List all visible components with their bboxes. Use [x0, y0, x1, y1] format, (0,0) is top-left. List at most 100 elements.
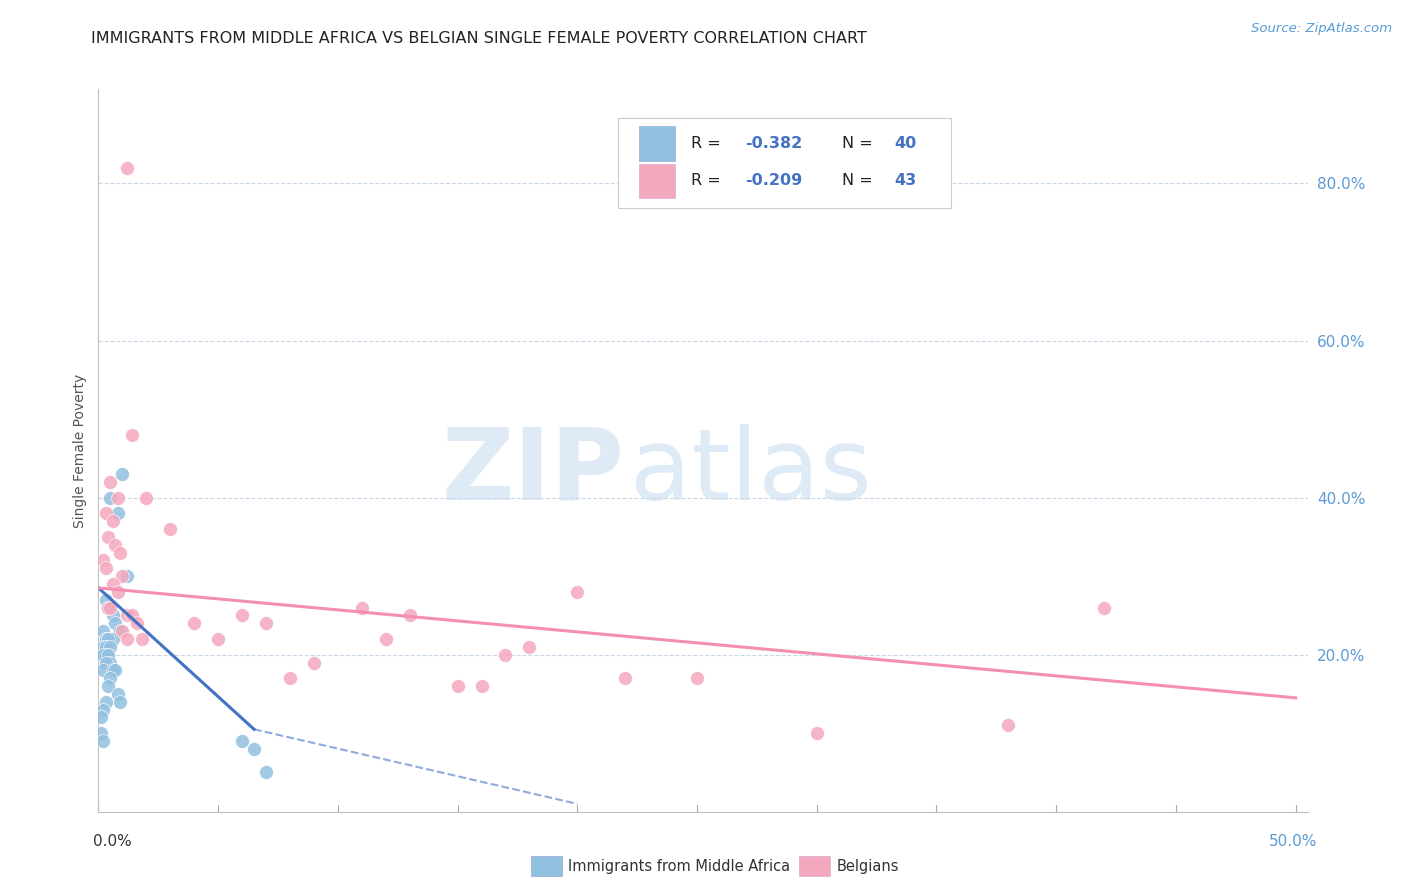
Point	[104, 616, 127, 631]
Point	[94, 632, 117, 646]
Point	[97, 600, 120, 615]
Point	[108, 695, 131, 709]
Text: 40: 40	[894, 136, 917, 151]
Point	[398, 608, 420, 623]
Text: N =: N =	[842, 173, 877, 188]
Point	[97, 648, 120, 662]
Point	[97, 632, 120, 646]
Text: ZIP: ZIP	[441, 424, 624, 521]
Point	[135, 491, 157, 505]
Point	[91, 624, 114, 639]
Point	[94, 648, 117, 662]
Text: IMMIGRANTS FROM MIDDLE AFRICA VS BELGIAN SINGLE FEMALE POVERTY CORRELATION CHART: IMMIGRANTS FROM MIDDLE AFRICA VS BELGIAN…	[91, 31, 868, 46]
Point	[519, 640, 541, 654]
Point	[806, 726, 828, 740]
Point	[131, 632, 153, 646]
Point	[91, 640, 114, 654]
Point	[94, 632, 117, 646]
Point	[115, 161, 138, 175]
Point	[254, 616, 277, 631]
Point	[100, 671, 122, 685]
Point	[101, 664, 124, 678]
Point	[90, 726, 112, 740]
Point	[231, 734, 253, 748]
Point	[302, 656, 325, 670]
Point	[111, 624, 134, 639]
Text: R =: R =	[690, 173, 725, 188]
Point	[108, 545, 131, 559]
Point	[97, 530, 120, 544]
Text: -0.209: -0.209	[745, 173, 803, 188]
Point	[350, 600, 373, 615]
FancyBboxPatch shape	[638, 163, 675, 198]
Point	[121, 427, 143, 442]
Text: N =: N =	[842, 136, 877, 151]
Point	[614, 671, 637, 685]
Point	[111, 569, 134, 583]
Point	[101, 632, 124, 646]
Point	[101, 577, 124, 591]
Point	[115, 632, 138, 646]
Point	[107, 506, 129, 520]
Point	[107, 491, 129, 505]
Text: R =: R =	[690, 136, 725, 151]
Point	[90, 710, 112, 724]
Point	[1092, 600, 1115, 615]
Point	[125, 616, 148, 631]
Point	[997, 718, 1019, 732]
Point	[104, 538, 127, 552]
Point	[567, 584, 589, 599]
Point	[374, 632, 396, 646]
Text: atlas: atlas	[630, 424, 872, 521]
Point	[243, 742, 266, 756]
Point	[94, 695, 117, 709]
Point	[121, 608, 143, 623]
Point	[97, 679, 120, 693]
Point	[91, 734, 114, 748]
Point	[115, 608, 138, 623]
Point	[100, 656, 122, 670]
Point	[94, 506, 117, 520]
Point	[100, 640, 122, 654]
FancyBboxPatch shape	[619, 118, 950, 209]
Point	[183, 616, 205, 631]
Point	[231, 608, 253, 623]
Point	[91, 553, 114, 567]
Point	[100, 600, 122, 615]
Point	[91, 664, 114, 678]
Point	[107, 584, 129, 599]
Text: Immigrants from Middle Africa: Immigrants from Middle Africa	[568, 859, 790, 873]
Point	[97, 632, 120, 646]
Point	[100, 491, 122, 505]
Text: 50.0%: 50.0%	[1270, 834, 1317, 849]
Point	[470, 679, 492, 693]
Point	[278, 671, 301, 685]
Point	[446, 679, 468, 693]
Point	[94, 592, 117, 607]
Text: Source: ZipAtlas.com: Source: ZipAtlas.com	[1251, 22, 1392, 36]
Text: 43: 43	[894, 173, 917, 188]
FancyBboxPatch shape	[638, 126, 675, 161]
Text: Belgians: Belgians	[837, 859, 898, 873]
Point	[686, 671, 709, 685]
Point	[91, 648, 114, 662]
Point	[495, 648, 517, 662]
Point	[111, 467, 134, 481]
Point	[97, 600, 120, 615]
Text: -0.382: -0.382	[745, 136, 803, 151]
Point	[254, 765, 277, 780]
Point	[100, 475, 122, 489]
Point	[108, 624, 131, 639]
Point	[101, 514, 124, 528]
Point	[94, 640, 117, 654]
Point	[115, 569, 138, 583]
Point	[101, 608, 124, 623]
Text: 0.0%: 0.0%	[93, 834, 132, 849]
Point	[104, 664, 127, 678]
Point	[107, 687, 129, 701]
Point	[100, 632, 122, 646]
Point	[97, 648, 120, 662]
Point	[207, 632, 229, 646]
Y-axis label: Single Female Poverty: Single Female Poverty	[73, 374, 87, 527]
Point	[159, 522, 181, 536]
